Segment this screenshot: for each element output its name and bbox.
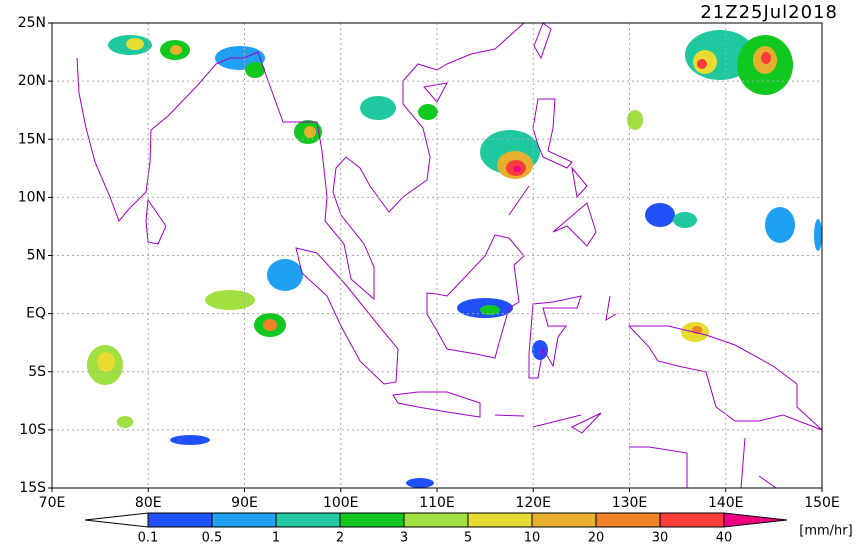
axes: 70E 80E 90E 100E 110E 120E 130E 140E 150E 25N 20N 1…: [18, 15, 840, 511]
lon-label: 120E: [515, 495, 551, 511]
colorbar-over: [723, 512, 788, 528]
lat-label: 10N: [18, 189, 46, 205]
colorbar-box: [339, 512, 405, 528]
colorbar-label: 30: [652, 531, 669, 545]
colorbar-label: 40: [716, 531, 733, 545]
lon-label: 130E: [612, 495, 648, 511]
colorbar-label: 0.1: [138, 531, 159, 545]
lat-label: 15N: [18, 131, 46, 147]
precip-field: [87, 30, 822, 488]
lat-label: 15S: [19, 480, 46, 496]
colorbar-under: [84, 512, 149, 528]
colorbar-box: [467, 512, 533, 528]
colorbar-label: 5: [464, 531, 472, 545]
colorbar-label: 10: [524, 531, 541, 545]
lon-label: 80E: [135, 495, 162, 511]
lon-label: 100E: [323, 495, 359, 511]
lon-label: 110E: [419, 495, 455, 511]
lat-label: 10S: [19, 422, 46, 438]
lat-label: 5N: [27, 248, 46, 264]
colorbar-label: 1: [272, 531, 280, 545]
lon-label: 150E: [804, 495, 840, 511]
lat-label: 5S: [28, 364, 46, 380]
coastlines: [76, 22, 823, 489]
colorbar: 0.1 0.5 1 2 3 5 10 20 30 40 [mm/hr]: [84, 512, 853, 546]
colorbar-box: [659, 512, 725, 528]
lon-label: 90E: [231, 495, 258, 511]
lon-label: 140E: [708, 495, 744, 511]
colorbar-label: 2: [336, 531, 344, 545]
lat-label: EQ: [26, 306, 46, 322]
colorbar-label: 3: [400, 531, 408, 545]
colorbar-unit: [mm/hr]: [799, 524, 852, 539]
colorbar-box: [531, 512, 597, 528]
map-title: 21Z25Jul2018: [700, 2, 838, 23]
lat-label: 25N: [18, 15, 46, 31]
colorbar-box: [595, 512, 661, 528]
lat-label: 20N: [18, 73, 46, 89]
colorbar-box: [147, 512, 213, 528]
colorbar-box: [403, 512, 469, 528]
lon-label: 70E: [39, 495, 66, 511]
colorbar-box: [275, 512, 341, 528]
map-frame: [51, 22, 823, 489]
colorbar-label: 20: [588, 531, 605, 545]
colorbar-box: [211, 512, 277, 528]
colorbar-label: 0.5: [202, 531, 223, 545]
